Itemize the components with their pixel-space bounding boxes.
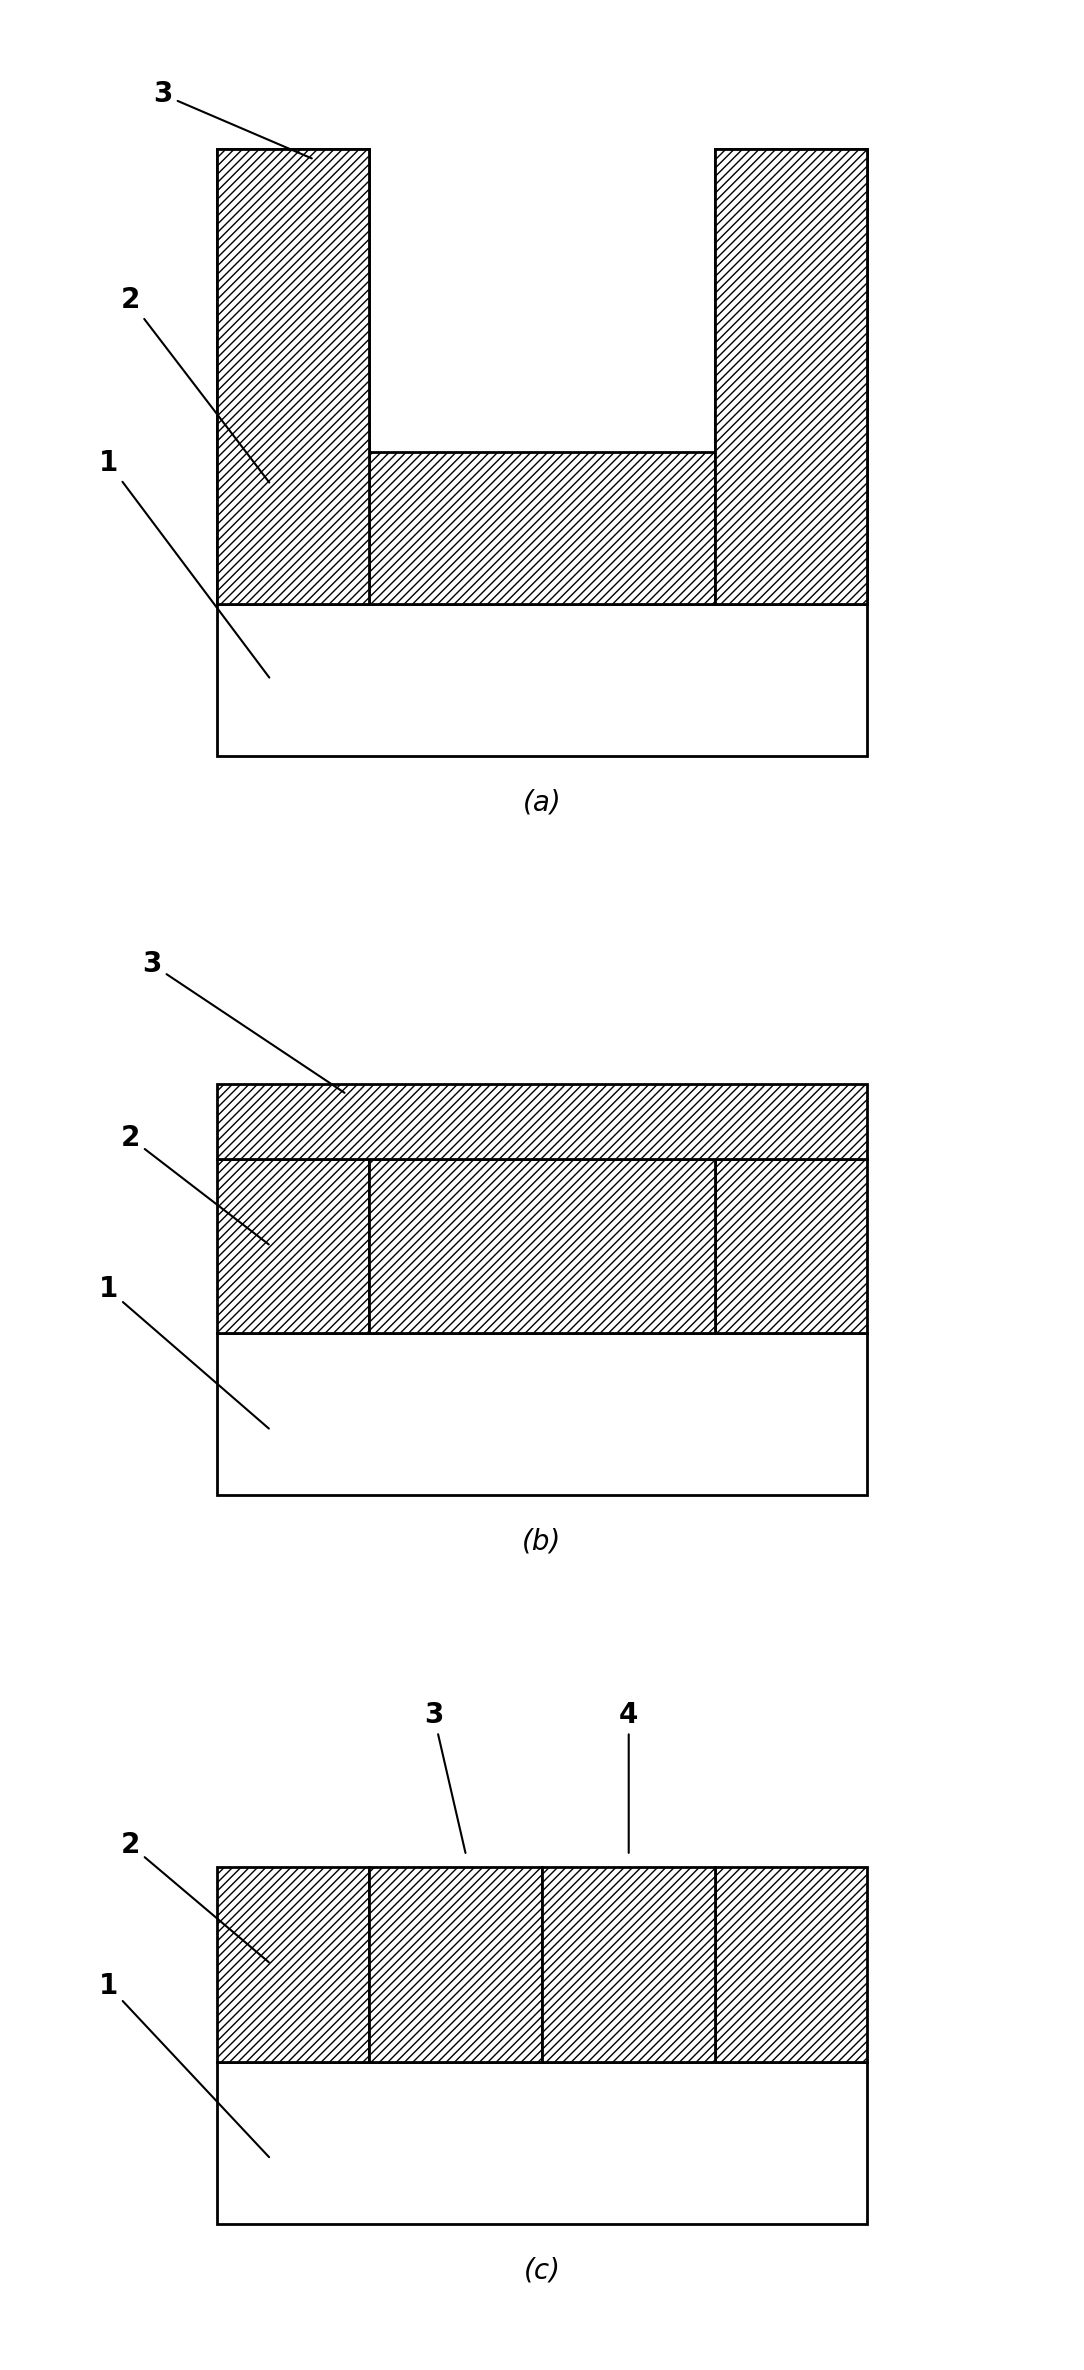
Bar <box>217 604 867 756</box>
Text: 3: 3 <box>142 950 345 1093</box>
Text: 2: 2 <box>120 287 269 483</box>
Bar <box>217 2062 867 2223</box>
Text: 1: 1 <box>99 1972 269 2157</box>
Bar <box>217 1868 369 2062</box>
Text: 2: 2 <box>120 1832 269 1962</box>
Text: 1: 1 <box>99 448 269 678</box>
Bar <box>369 1868 542 2062</box>
Text: 2: 2 <box>120 1123 269 1244</box>
Bar <box>369 1159 715 1332</box>
Bar <box>715 1159 867 1332</box>
Bar <box>715 1868 867 2062</box>
Bar <box>217 453 369 604</box>
Text: (c): (c) <box>524 2256 560 2285</box>
Text: 1: 1 <box>99 1275 269 1429</box>
Bar <box>715 149 867 453</box>
Text: (b): (b) <box>522 1529 562 1557</box>
Bar <box>217 1159 369 1332</box>
Bar <box>715 149 867 604</box>
Text: 4: 4 <box>619 1702 638 1853</box>
Text: (a): (a) <box>522 789 562 815</box>
Text: 3: 3 <box>153 81 312 159</box>
Bar <box>217 149 369 604</box>
Bar <box>715 453 867 604</box>
Bar <box>369 453 715 604</box>
Bar <box>542 1868 715 2062</box>
Bar <box>217 1332 867 1495</box>
Text: 3: 3 <box>424 1702 465 1853</box>
Bar <box>217 149 369 453</box>
Bar <box>217 1083 867 1159</box>
